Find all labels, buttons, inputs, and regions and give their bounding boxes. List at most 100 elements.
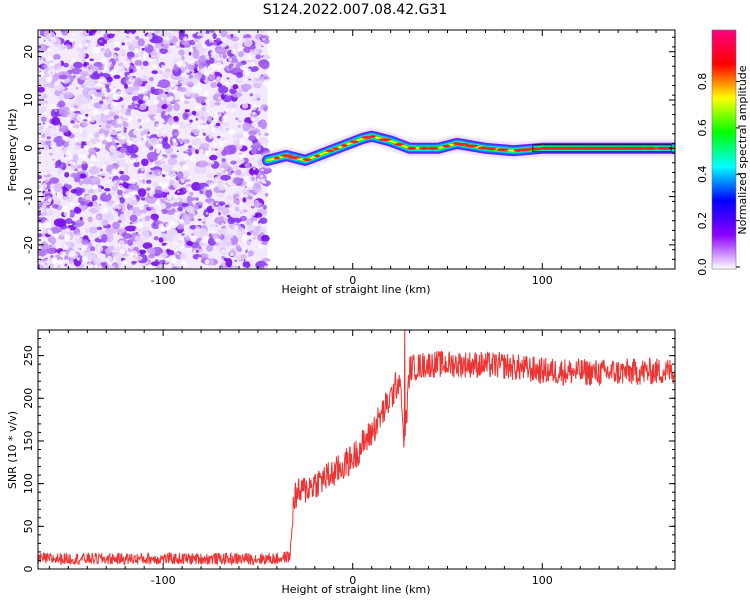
noise-gap [42, 126, 46, 129]
noise-speck [107, 30, 110, 34]
noise-speck [171, 266, 178, 269]
snr-series-line [38, 330, 675, 567]
spectrogram-xtick-label: 0 [349, 274, 356, 287]
noise-speck [221, 157, 226, 163]
noise-speck [241, 87, 249, 93]
noise-speck [89, 73, 101, 80]
noise-gap [39, 263, 46, 269]
noise-speck [65, 217, 73, 225]
noise-gap [92, 46, 100, 54]
noise-gap [112, 88, 117, 93]
noise-gap [181, 238, 185, 242]
noise-gap [192, 250, 197, 255]
signal-peak [273, 156, 280, 160]
noise-gap [55, 59, 60, 63]
noise-speck [158, 255, 162, 258]
noise-speck [196, 227, 208, 238]
noise-speck [262, 204, 267, 210]
noise-speck [95, 115, 102, 122]
noise-gap [187, 175, 193, 181]
noise-gap [48, 75, 53, 80]
noise-gap [146, 118, 151, 123]
noise-speck [157, 160, 162, 167]
noise-gap [252, 220, 259, 226]
signal-peak [418, 146, 429, 150]
noise-speck [263, 76, 268, 80]
snr-ytick-label: 50 [22, 519, 35, 533]
noise-speck [127, 42, 131, 45]
noise-gap [173, 194, 179, 199]
noise-speck [141, 47, 145, 51]
noise-speck [101, 103, 108, 110]
noise-speck [58, 74, 68, 80]
noise-gap [165, 243, 171, 249]
noise-speck [134, 255, 143, 261]
noise-speck [199, 54, 207, 63]
noise-gap [177, 190, 180, 194]
noise-gap [123, 193, 129, 199]
noise-speck [106, 76, 113, 83]
noise-speck [255, 54, 262, 60]
noise-speck [159, 252, 168, 259]
colorbar-ticks: 0.0 0.2 0.4 0.6 0.8 [696, 73, 740, 276]
noise-gap [215, 32, 218, 35]
noise-speck [39, 139, 46, 146]
noise-gap [257, 108, 261, 112]
noise-gap [106, 154, 110, 157]
noise-speck [78, 180, 84, 186]
noise-speck [61, 186, 67, 190]
noise-gap [78, 43, 83, 48]
noise-gap [61, 135, 67, 141]
noise-gap [138, 90, 142, 94]
noise-speck [225, 258, 233, 268]
noise-speck [49, 152, 53, 156]
noise-speck [219, 43, 227, 48]
noise-speck [218, 185, 225, 191]
noise-speck [185, 235, 190, 240]
noise-gap [191, 235, 196, 239]
noise-speck [236, 132, 244, 140]
noise-speck [141, 217, 145, 221]
noise-speck [115, 195, 120, 200]
noise-speck [167, 251, 175, 256]
noise-speck [243, 37, 253, 48]
noise-speck [98, 39, 103, 43]
noise-speck [53, 126, 57, 131]
noise-gap [256, 136, 260, 139]
noise-gap [121, 130, 124, 133]
noise-speck [122, 233, 133, 239]
noise-gap [258, 222, 262, 227]
snr-xlabel: Height of straight line (km) [281, 583, 430, 596]
noise-speck [195, 110, 209, 120]
noise-gap [185, 74, 190, 79]
colorbar-tick-label: 0.2 [696, 212, 709, 230]
noise-speck [73, 104, 79, 109]
noise-speck [235, 77, 243, 84]
noise-gap [72, 162, 76, 166]
noise-speck [85, 141, 91, 145]
noise-gap [102, 207, 109, 215]
noise-gap [119, 248, 126, 255]
noise-speck [264, 193, 269, 197]
noise-speck [137, 93, 144, 100]
noise-gap [237, 40, 241, 43]
noise-speck [205, 244, 214, 252]
noise-speck [85, 39, 91, 44]
noise-speck [189, 225, 197, 230]
noise-speck [153, 193, 164, 199]
noise-speck [195, 96, 208, 104]
noise-speck [232, 164, 239, 170]
noise-speck [89, 138, 99, 144]
noise-gap [214, 238, 219, 243]
noise-gap [197, 33, 200, 37]
spectrogram-xtick-label: -100 [151, 274, 176, 287]
noise-speck [197, 201, 204, 206]
noise-gap [64, 246, 68, 251]
noise-gap [169, 220, 175, 226]
spectrogram-ylabel: Frequency (Hz) [6, 109, 19, 192]
noise-gap [192, 145, 197, 149]
noise-speck [156, 61, 159, 66]
noise-gap [120, 127, 125, 132]
signal-peak [302, 158, 312, 162]
noise-gap [164, 258, 170, 263]
